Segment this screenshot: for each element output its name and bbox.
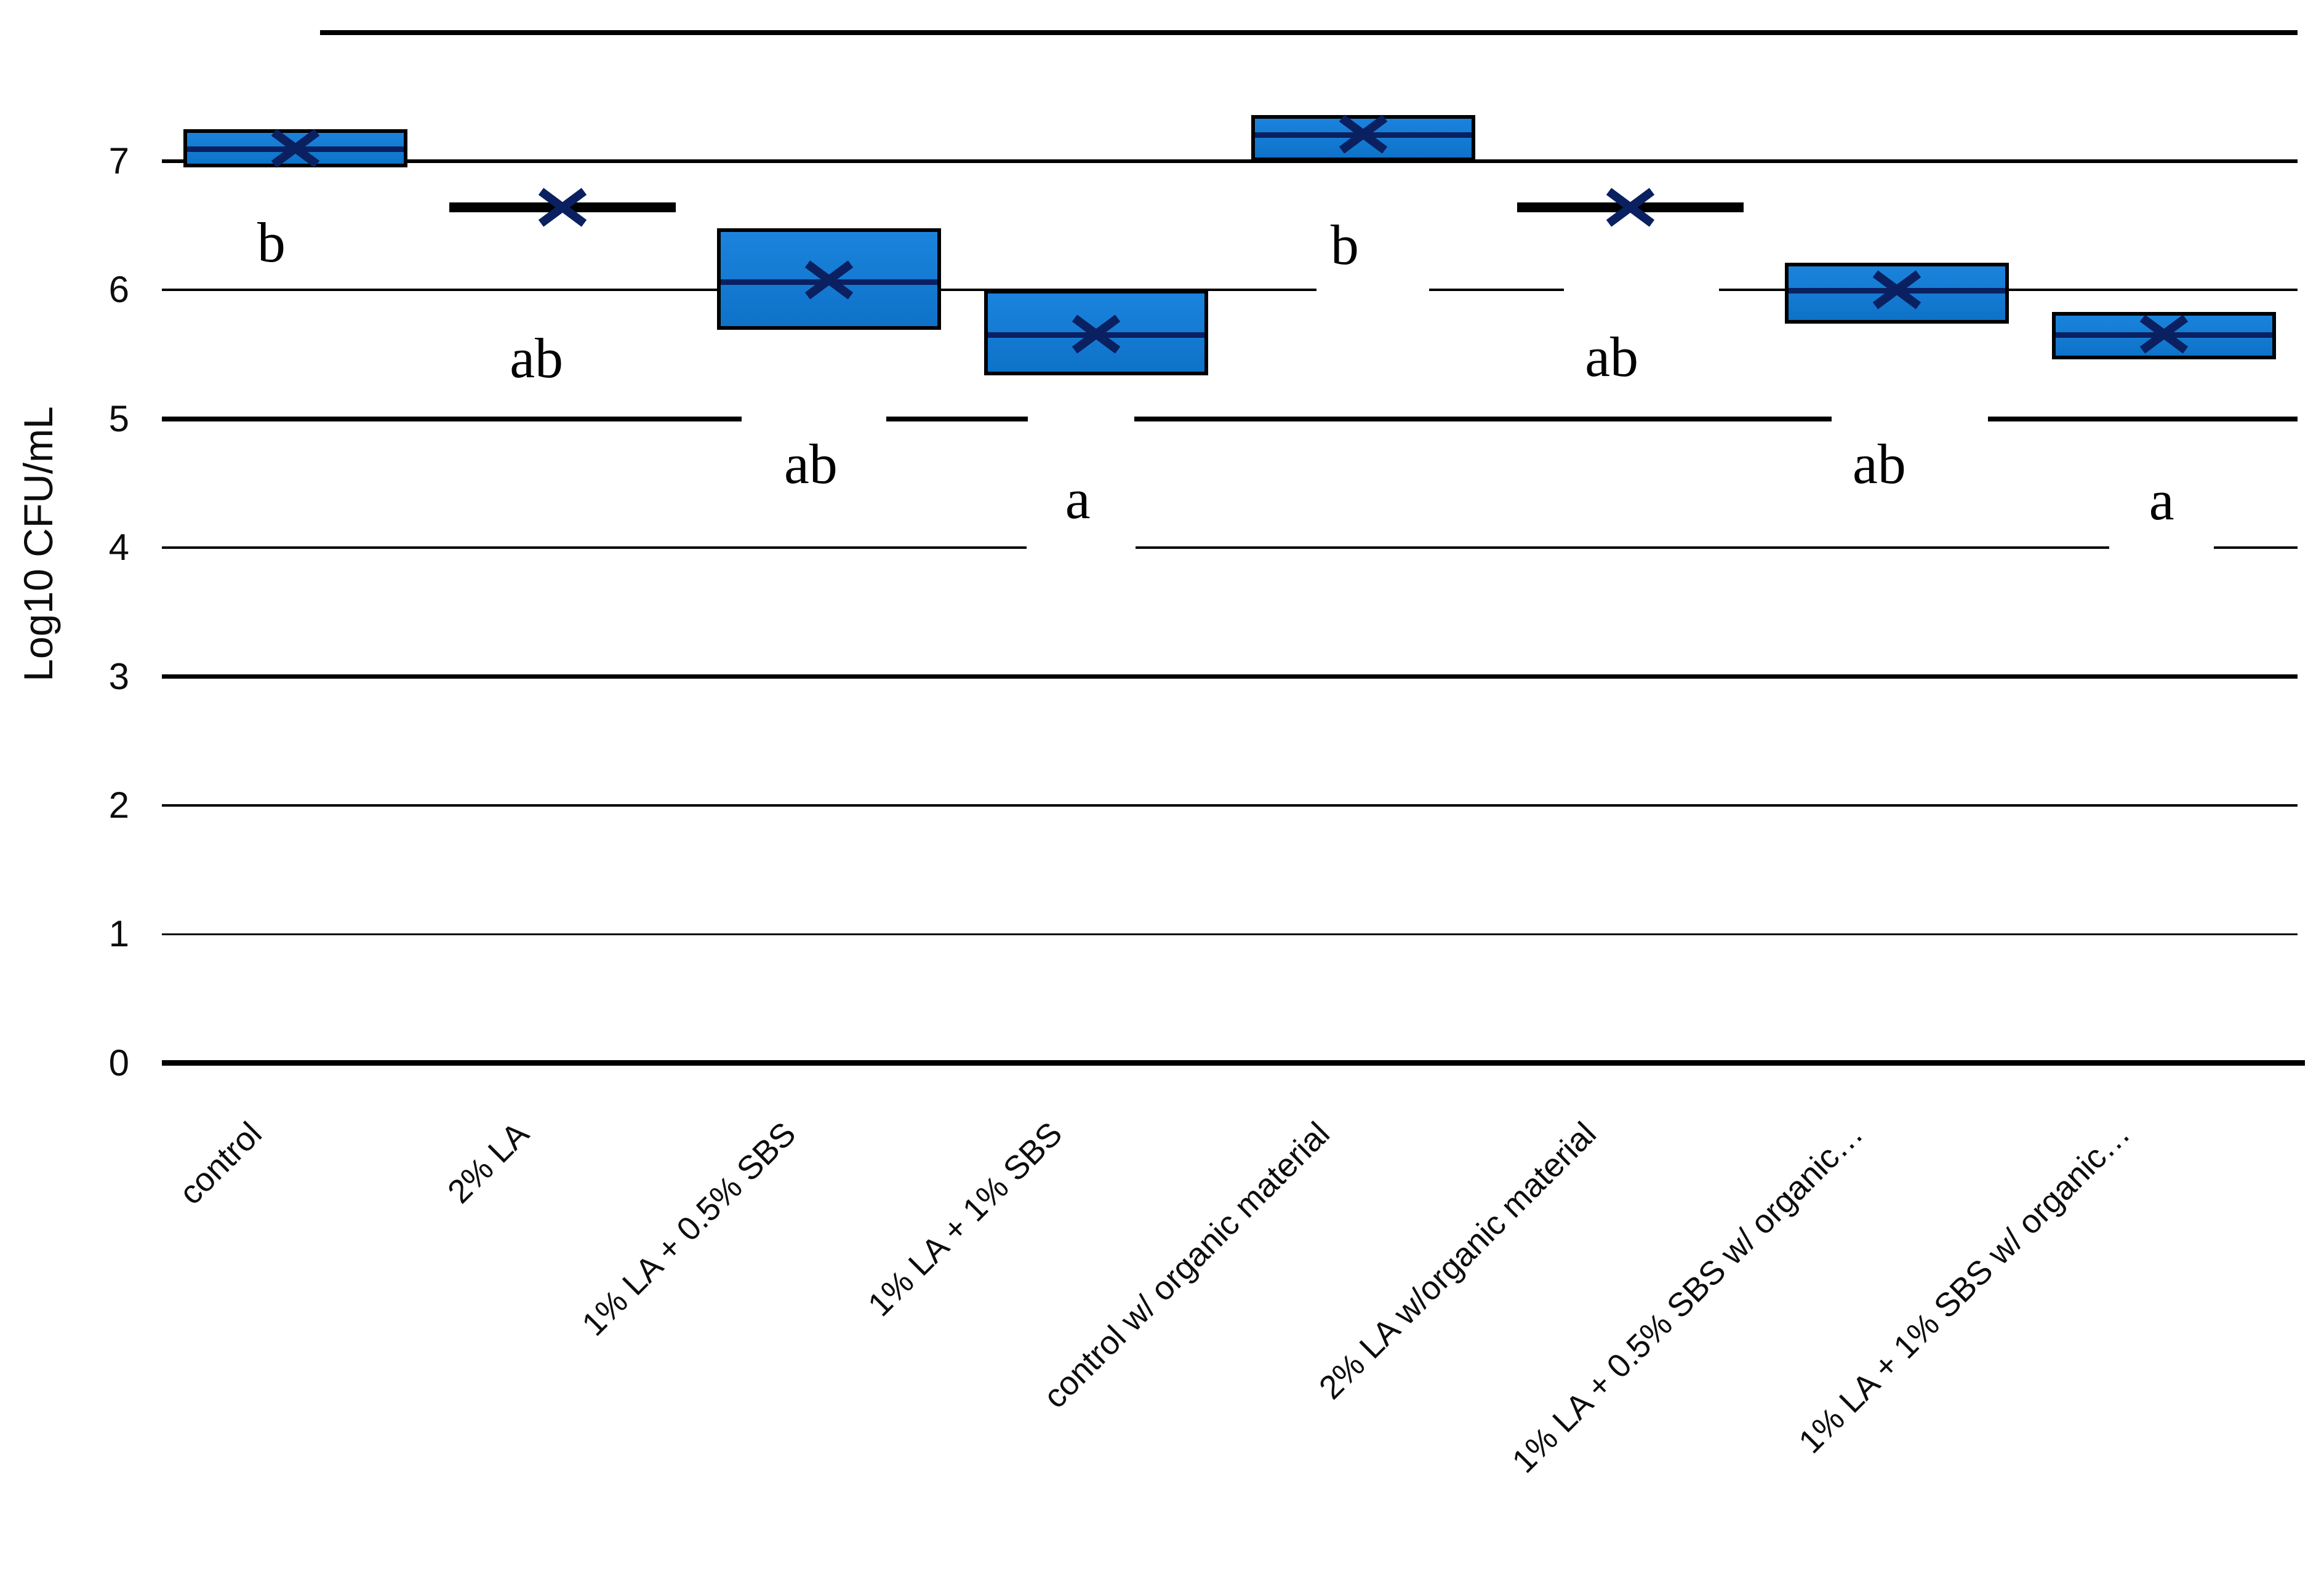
flat-box-line [449,202,676,213]
x-category-label: control w/ organic material [1036,1115,1337,1416]
box-plot [1785,263,2009,324]
y-tick-label: 3 [108,655,129,697]
gridline-y5 [162,417,742,421]
median-line [186,146,404,153]
box-plot [2052,311,2277,360]
gridline-y0 [162,1060,2305,1066]
y-tick-label: 2 [108,785,129,826]
gridline-y1 [162,933,2298,935]
x-category-label: 1% LA + 0.5% SBS [574,1115,803,1343]
box-plot [984,290,1209,375]
gridline-y5 [1988,417,2298,421]
gridline-y4 [1136,546,2109,549]
gridline-y6 [1429,289,1564,291]
y-tick-label: 1 [108,913,129,955]
gridline-y4 [2214,546,2298,549]
sig-letter: ab [1585,325,1639,389]
gridline-y3 [162,674,2298,679]
sig-letter: a [1065,467,1091,530]
gridline-y8 [320,30,2298,35]
flat-box-line [1517,202,1744,213]
box-plot [717,228,942,330]
median-line [988,332,1205,338]
gridline-y4 [162,546,1027,549]
gridline-y7 [162,159,2298,163]
sig-letter: a [2149,468,2174,532]
median-line [1789,288,2006,294]
y-axis-title: Log10 CFU/mL [15,406,61,682]
sig-letter: ab [1852,433,1906,496]
y-tick-label: 5 [108,397,129,439]
sig-letter: b [1330,214,1359,277]
x-category-label: control [172,1115,269,1212]
gridline-y5 [886,417,1028,421]
x-category-label: 2% LA [440,1115,536,1211]
sig-letter: ab [783,433,838,496]
gridline-y2 [162,804,2298,807]
x-category-label: 1% LA + 1% SBS [861,1115,1070,1323]
sig-letter: b [257,210,286,274]
y-tick-label: 4 [108,527,129,569]
median-line [721,279,938,285]
y-tick-label: 0 [108,1042,129,1084]
box-plot [183,129,407,168]
sig-letter: ab [510,327,564,390]
y-tick-label: 7 [108,140,129,182]
median-line [2056,332,2273,338]
y-tick-label: 6 [108,269,129,311]
box-plot [1251,114,1475,161]
gridline-y5 [1134,417,1832,421]
x-category-label: 2% LA w/organic material [1312,1115,1604,1407]
median-line [1254,132,1472,138]
